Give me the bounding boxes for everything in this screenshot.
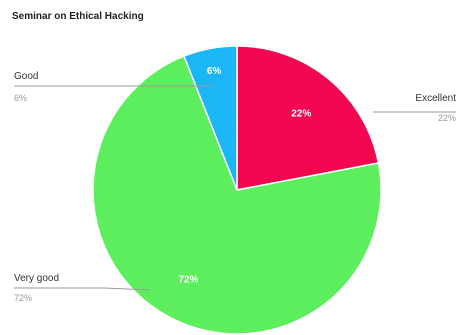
slice-value-label-excellent: 22% [291,108,311,119]
category-label-good: Good [14,71,38,82]
pie-slice-very-good [92,55,382,335]
slice-value-label-very-good: 72% [178,274,198,285]
pie-slice-excellent [236,45,380,191]
slice-value-label-good: 6% [207,66,222,77]
category-label-very-good: Very good [14,273,59,284]
category-percent-excellent: 22% [438,113,456,123]
chart-title: Seminar on Ethical Hacking [12,11,144,22]
category-percent-very-good: 72% [14,293,32,303]
pie-slice-good [183,45,238,191]
category-percent-good: 6% [14,93,27,103]
category-label-excellent: Excellent [415,93,456,104]
leader-line-very-good [14,287,151,291]
